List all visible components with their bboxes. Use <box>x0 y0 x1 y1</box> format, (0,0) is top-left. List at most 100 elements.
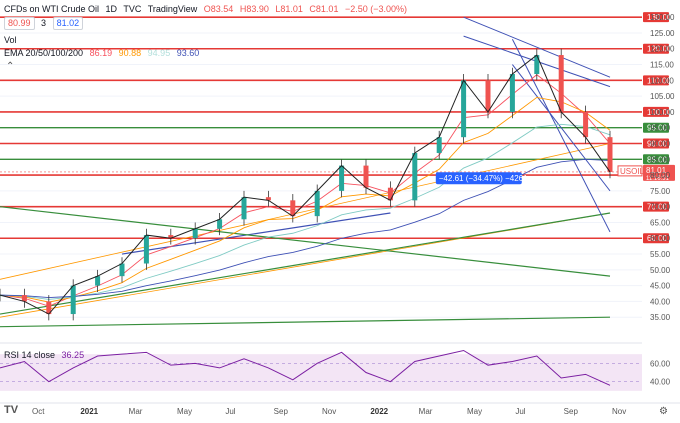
level-tag-label: 120.00 <box>647 45 672 54</box>
ema200-value: 93.60 <box>176 48 200 58</box>
y-tick-label: 130.00 <box>650 13 675 22</box>
level-tag-label: 100.00 <box>647 108 672 117</box>
x-tick-label: 2021 <box>80 407 98 416</box>
y-tick-label: 110.00 <box>650 76 674 85</box>
price-tag <box>643 164 675 181</box>
price-tag-countdown: 11:16:31 <box>646 176 670 182</box>
y-tick-label: 90.00 <box>650 139 671 148</box>
rsi-line <box>0 349 611 386</box>
candle-body <box>192 228 198 239</box>
y-tick-label: 115.00 <box>650 61 674 70</box>
candle-body <box>217 219 223 229</box>
blue-channel-falling <box>511 39 611 233</box>
candle-body <box>95 276 101 286</box>
candle-body <box>241 197 247 220</box>
vol-label[interactable]: Vol <box>4 35 17 45</box>
y-tick-label: 80.00 <box>650 171 671 180</box>
time-axis: Oct 2021 Mar May Jul Sep Nov 2022 Mar May Jul Sep No… <box>0 402 680 416</box>
ema100-line <box>0 123 611 300</box>
ema50-line <box>0 96 611 303</box>
level-tag-label: 70.00 <box>647 203 668 212</box>
candle-body <box>168 235 174 239</box>
symbol-title[interactable]: CFDs on WTI Crude Oil <box>4 4 100 14</box>
level-tag <box>643 12 669 23</box>
candle-body <box>436 137 442 153</box>
level-tag-label: 60.00 <box>647 234 668 243</box>
candle-body <box>607 137 613 172</box>
x-tick-label: Jul <box>515 407 525 416</box>
x-tick-label: Sep <box>274 407 289 416</box>
ema-legend[interactable]: EMA 20/50/100/200 86.19 90.88 94.95 93.6… <box>4 48 203 59</box>
x-tick-label: Sep <box>564 407 579 416</box>
y-tick-label: 60.00 <box>650 234 671 243</box>
candle-body <box>290 200 296 217</box>
price-tag-value: 81.01 <box>646 166 667 175</box>
level-tag-label: 110.00 <box>647 76 671 85</box>
level-tag-label: 95.00 <box>647 124 668 133</box>
candle-body <box>46 301 52 315</box>
level-tag <box>643 43 669 54</box>
candle-body <box>558 55 564 112</box>
high-value: H83.90 <box>239 4 269 14</box>
candle-body <box>339 165 345 191</box>
symbol-tag-label: USOIL <box>620 167 645 176</box>
y-tick-label: 125.00 <box>650 29 675 38</box>
candle-body <box>21 295 27 302</box>
rsi-legend[interactable]: RSI 14 close 36.25 <box>4 350 88 361</box>
y-tick-label: 120.00 <box>650 45 675 54</box>
blue-channel-top <box>463 16 611 78</box>
y-tick-label: 35.00 <box>650 313 671 322</box>
green-bottom-line <box>0 316 611 328</box>
x-tick-label: Nov <box>612 407 626 416</box>
green-diagonal-down <box>0 206 611 277</box>
collapse-chevron-icon[interactable]: ⌃ <box>6 61 15 72</box>
price-series <box>0 48 613 321</box>
candle-body <box>119 263 125 277</box>
y-tick-label: 70.00 <box>650 203 671 212</box>
price-line <box>0 54 611 315</box>
ema100-value: 94.95 <box>147 48 171 58</box>
source: TVC <box>123 4 142 14</box>
close-value: C81.01 <box>309 4 339 14</box>
ema-label: EMA 20/50/100/200 <box>4 48 84 58</box>
level-tag <box>643 154 669 165</box>
ema50-value: 90.88 <box>118 48 142 58</box>
x-tick-label: May <box>467 407 482 416</box>
bid-box[interactable]: 80.99 <box>4 17 35 30</box>
x-tick-label: Oct <box>32 407 45 416</box>
y-tick-label: 75.00 <box>650 187 671 196</box>
level-tag <box>643 138 669 149</box>
rsi-band <box>0 354 642 391</box>
ema20-value: 86.19 <box>89 48 113 58</box>
candle-body <box>461 80 467 138</box>
header-row-2: 80.99 3 81.02 <box>4 17 87 30</box>
level-tag-label: 90.00 <box>647 139 668 148</box>
rsi-value: 36.25 <box>61 350 85 360</box>
orange-channel-upper <box>0 143 611 280</box>
spread: 3 <box>41 18 47 28</box>
ema20-line <box>0 74 611 307</box>
brand: TradingView <box>147 4 198 14</box>
candle-body <box>265 197 271 201</box>
x-tick-label: Jul <box>225 407 235 416</box>
y-tick-label: 105.00 <box>650 92 675 101</box>
y-tick-label: 55.00 <box>650 250 671 259</box>
green-diagonal-up <box>0 212 611 315</box>
candle-body <box>314 190 320 217</box>
settings-gear-icon[interactable]: ⚙ <box>659 406 668 417</box>
interval[interactable]: 1D <box>105 4 118 14</box>
level-tag <box>643 122 669 133</box>
ask-box[interactable]: 81.02 <box>52 17 84 30</box>
tradingview-logo-icon: TV <box>4 404 19 416</box>
candle-body <box>143 235 149 264</box>
level-tag-label: 85.00 <box>647 155 668 164</box>
y-tick-label: 100.00 <box>650 108 675 117</box>
open-value: O83.54 <box>203 4 234 14</box>
rsi-label: RSI 14 close <box>4 350 56 360</box>
blue-support-line <box>121 212 391 255</box>
y-tick-label: 85.00 <box>650 155 671 164</box>
candle-body <box>363 165 369 188</box>
level-tag-label: 130.00 <box>647 13 672 22</box>
level-tag <box>643 201 669 212</box>
